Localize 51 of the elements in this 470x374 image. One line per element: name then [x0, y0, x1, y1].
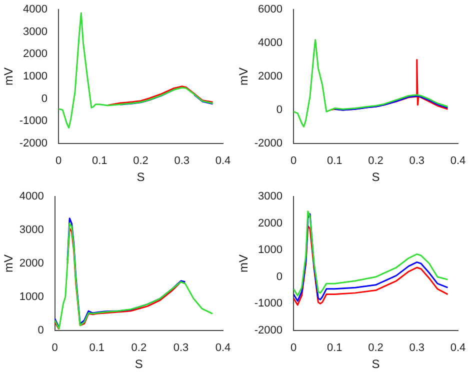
x-axis-title: S	[372, 357, 380, 372]
x-tick-label: 0.3	[409, 342, 425, 354]
y-tick-label: 0	[276, 270, 283, 283]
x-tick-label: 0	[290, 155, 297, 168]
x-tick-label: 0.4	[215, 155, 231, 168]
y-axis-title: mV	[2, 68, 16, 86]
y-tick-label: -1000	[19, 115, 48, 128]
y-tick-label: 2000	[258, 217, 283, 230]
x-axis-title: S	[134, 357, 143, 372]
y-tick-label: 2000	[19, 258, 44, 270]
x-tick-label: 0.1	[92, 155, 108, 168]
x-tick-label: 0.1	[327, 342, 342, 354]
x-tick-label: 0.2	[133, 155, 148, 168]
x-tick-label: 0.1	[89, 342, 105, 354]
x-tick-label: 0	[290, 342, 297, 354]
y-tick-label: 1000	[23, 70, 48, 83]
x-tick-label: 0.4	[450, 342, 466, 354]
x-tick-label: 0.2	[368, 155, 384, 168]
y-tick-label: 4000	[19, 190, 44, 203]
x-tick-label: 0.3	[409, 155, 425, 168]
y-tick-label: 6000	[258, 4, 283, 16]
y-tick-label: 1000	[258, 244, 283, 256]
y-tick-label: 4000	[258, 37, 283, 50]
x-tick-label: 0.2	[131, 342, 147, 354]
y-tick-label: -2000	[254, 137, 283, 150]
y-axis-title: mV	[236, 68, 251, 86]
y-tick-label: 2000	[23, 48, 48, 60]
y-tick-label: 0	[38, 324, 44, 336]
y-tick-label: 0	[41, 92, 48, 105]
y-tick-label: 3000	[23, 26, 48, 38]
x-tick-label: 0.3	[174, 155, 190, 168]
y-tick-label: 0	[276, 104, 283, 116]
x-tick-label: 0.1	[327, 155, 342, 168]
x-tick-label: 0	[52, 342, 58, 354]
y-axis-title: mV	[2, 254, 16, 272]
y-tick-label: 4000	[23, 4, 48, 16]
x-axis-title: S	[372, 170, 380, 184]
y-tick-label: 3000	[19, 224, 44, 236]
x-tick-label: 0.4	[450, 155, 466, 168]
y-tick-label: 2000	[258, 70, 283, 83]
y-tick-label: -1000	[254, 298, 283, 310]
x-tick-label: 0.2	[368, 342, 384, 354]
x-tick-label: 0.4	[215, 342, 231, 354]
y-axis-title: mV	[236, 254, 251, 272]
x-tick-label: 0.3	[173, 342, 189, 354]
y-tick-label: -2000	[19, 137, 48, 150]
y-tick-label: -2000	[254, 324, 283, 336]
x-axis-title: S	[136, 170, 145, 184]
y-tick-label: 3000	[258, 190, 283, 203]
x-tick-label: 0	[55, 155, 62, 168]
y-tick-label: 1000	[19, 290, 44, 303]
